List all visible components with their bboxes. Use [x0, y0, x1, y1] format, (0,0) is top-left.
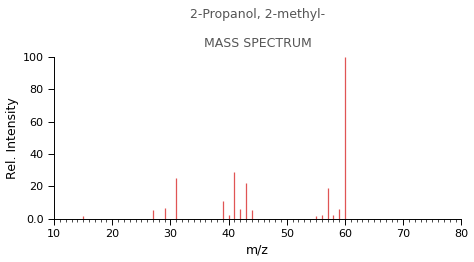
Text: 2-Propanol, 2-methyl-: 2-Propanol, 2-methyl- [190, 8, 325, 21]
Text: MASS SPECTRUM: MASS SPECTRUM [204, 37, 311, 50]
X-axis label: m/z: m/z [246, 243, 269, 256]
Y-axis label: Rel. Intensity: Rel. Intensity [6, 97, 18, 179]
